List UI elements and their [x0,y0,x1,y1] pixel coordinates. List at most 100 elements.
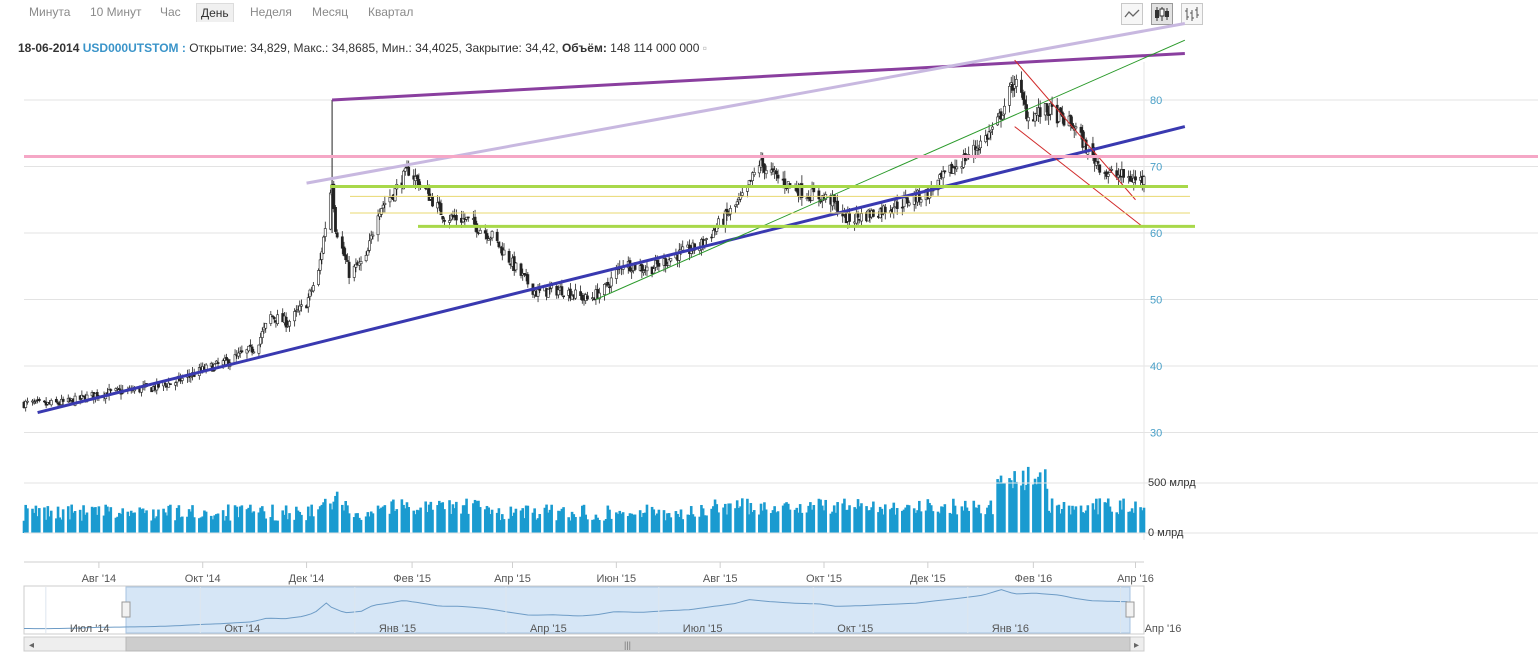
volume-bar [322,502,325,533]
scrollbar-thumb[interactable] [125,636,1131,652]
timeframe-day[interactable]: День [196,3,234,22]
timeframe-month[interactable]: Месяц [312,5,349,19]
volume-tick-label: 0 млрд [1148,527,1184,539]
candle-body [1057,109,1061,122]
volume-bar [163,512,167,533]
volume-bar [78,509,82,533]
volume-bar [916,510,919,533]
volume-bar [953,505,957,533]
volume-bar [485,505,489,533]
volume-bar [626,516,630,533]
volume-bar [746,498,749,533]
volume-bar [598,520,601,533]
candle-body [919,199,923,203]
scroll-right-arrow-icon[interactable]: ▸ [1134,640,1139,651]
volume-bar [652,509,656,533]
scrollbar[interactable]: ◂ ▸ ||| [23,636,1145,652]
volume-bar [323,498,327,533]
line-chart-button[interactable] [1121,3,1143,25]
timeframe-hour[interactable]: Час [160,5,181,19]
candle-body [725,208,729,215]
candle-body [1115,170,1119,177]
volume-bar [938,513,942,533]
volume-bar [466,513,470,533]
volume-bar [72,512,75,533]
volume-bar [392,499,395,533]
candle-body [300,304,303,307]
navigator: Июл '14 Окт '14 Янв '15 Апр '15 Июл '15 Окт '… [23,585,1181,635]
volume-bar [1122,498,1125,533]
x-tick-label: Дек '15 [910,573,946,585]
volume-bar [865,506,868,533]
volume-bar [674,511,678,533]
candle-body [774,170,778,175]
volume-bar [882,514,885,533]
candle-body [487,238,491,241]
candle-body [272,317,276,320]
volume-bar [512,512,516,533]
candle-body [475,223,479,233]
volume-bar [608,509,611,533]
volume-bar [380,507,383,533]
volume-bar [238,506,242,533]
volume-bar [1103,502,1107,533]
ohlc-bar-button[interactable] [1181,3,1203,25]
volume-bar [943,504,947,533]
volume-bar [61,509,65,533]
volume-bar [97,506,101,533]
timeframe-week[interactable]: Неделя [250,5,292,19]
volume-bar [836,502,839,533]
candle-body [734,204,737,207]
volume-bar [870,507,873,533]
candle-body [735,201,739,205]
candlestick-button[interactable] [1151,3,1173,25]
volume-bar [749,502,753,533]
info-high-value: 34,8685 [331,41,376,55]
volume-bar [1020,485,1023,533]
volume-bar [1059,513,1062,533]
volume-bar [535,519,538,533]
candle-body [311,285,315,292]
volume-bar [1008,478,1011,533]
volume-bar [989,500,993,533]
candle-body [269,314,273,324]
volume-bar [383,505,387,533]
volume-bar [820,505,824,533]
volume-bar [1013,471,1016,533]
volume-bar [557,510,560,533]
timeframe-10-minutes[interactable]: 10 Минут [90,5,142,19]
candle-body [332,183,336,209]
timeframe-quarter[interactable]: Квартал [368,5,414,19]
volume-bar [737,508,741,533]
candle-body [466,216,470,219]
volume-bar [443,509,446,533]
timeframe-minute[interactable]: Минута [29,5,71,19]
navigator-handle[interactable] [1125,601,1135,618]
candle-body [996,116,1000,126]
volume-bar [250,512,254,533]
volume-bar [793,509,797,533]
candle-body [174,382,177,386]
candle-body [322,236,325,254]
navigator-handle[interactable] [121,601,131,618]
candle-body [836,200,840,214]
candle-body [334,207,337,232]
volume-bar [68,519,72,533]
volume-bar [94,507,97,533]
volume-bar [114,517,118,533]
candles-group [22,71,1146,412]
candle-body [776,174,780,179]
candle-body [61,398,65,402]
candle-body [73,395,77,406]
volume-bar [771,510,775,533]
candle-body [609,277,613,287]
volume-bar [419,507,422,533]
volume-bar [591,519,594,533]
volume-bar [477,500,480,533]
candle-body [1079,126,1083,133]
volume-bar [1140,510,1144,533]
volume-bar [817,498,821,533]
scroll-left-arrow-icon[interactable]: ◂ [29,640,34,651]
volume-bar [310,504,313,533]
